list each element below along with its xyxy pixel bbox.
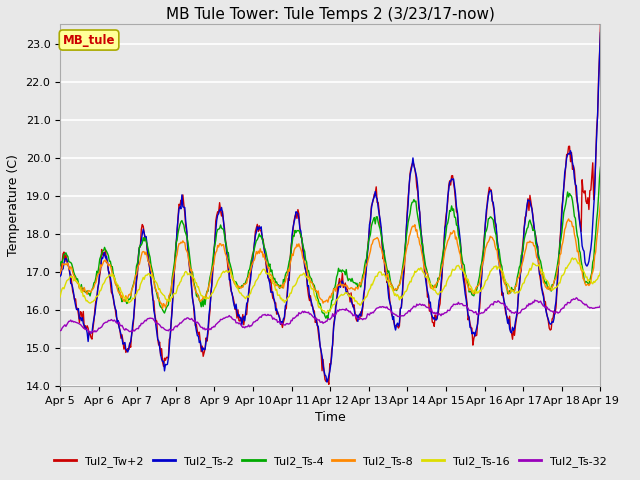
Y-axis label: Temperature (C): Temperature (C) — [7, 155, 20, 256]
X-axis label: Time: Time — [315, 411, 346, 424]
Text: MB_tule: MB_tule — [63, 34, 115, 47]
Legend: Tul2_Tw+2, Tul2_Ts-2, Tul2_Ts-4, Tul2_Ts-8, Tul2_Ts-16, Tul2_Ts-32: Tul2_Tw+2, Tul2_Ts-2, Tul2_Ts-4, Tul2_Ts… — [50, 451, 611, 471]
Title: MB Tule Tower: Tule Temps 2 (3/23/17-now): MB Tule Tower: Tule Temps 2 (3/23/17-now… — [166, 7, 495, 22]
